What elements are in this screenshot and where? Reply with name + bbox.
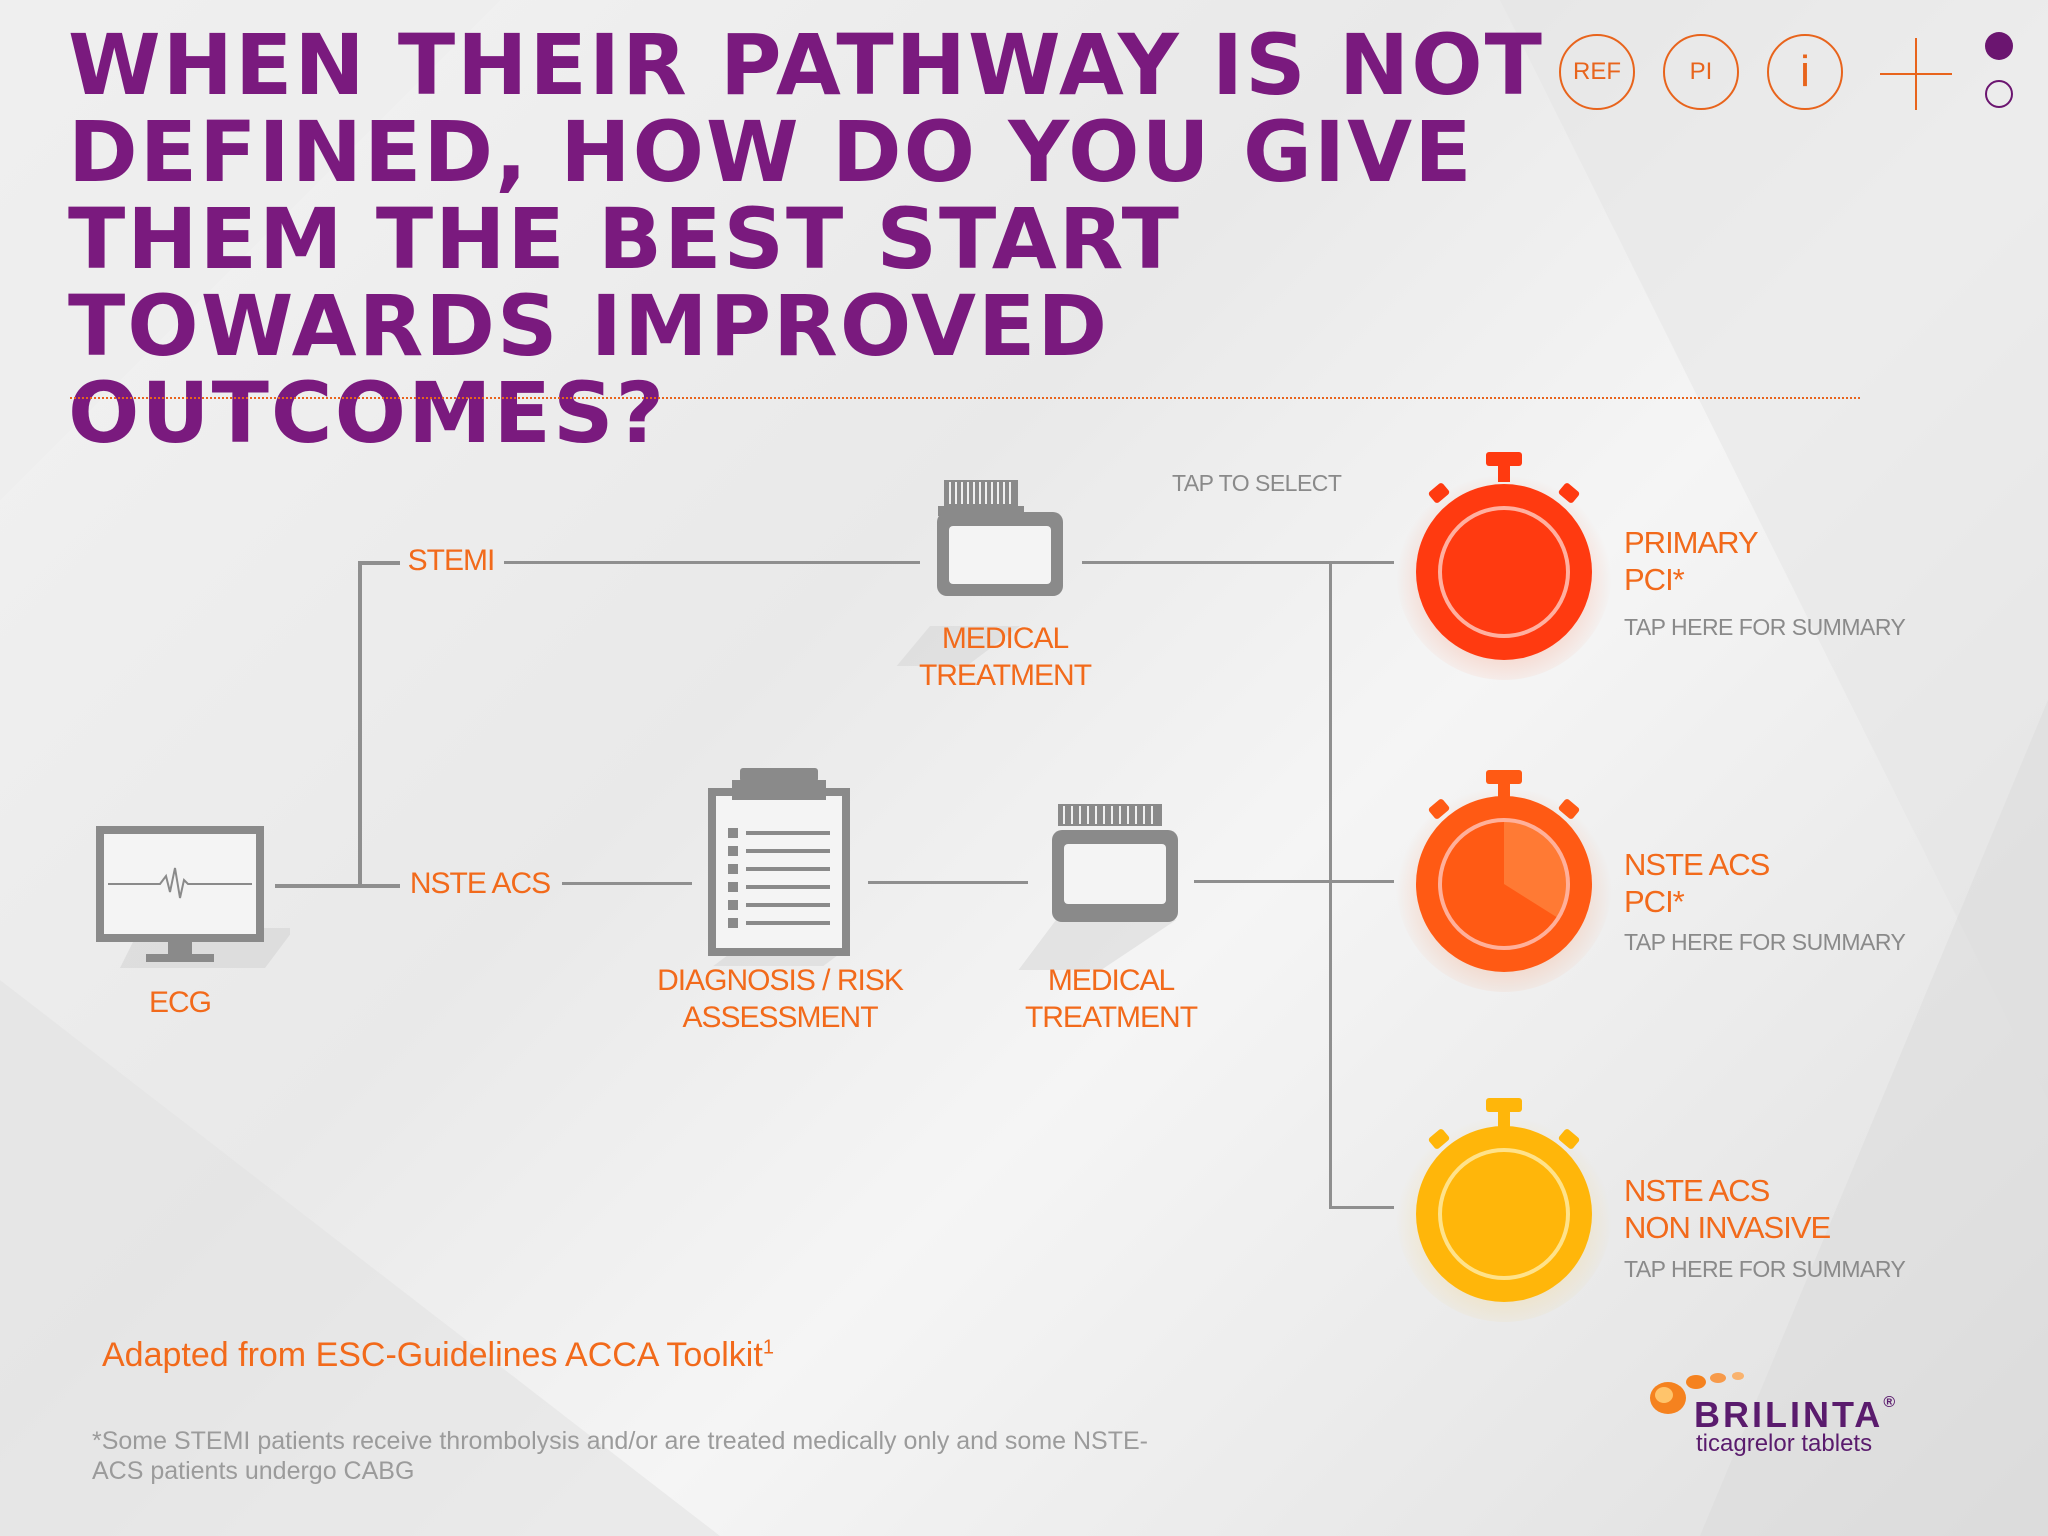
add-icon[interactable] [1880, 38, 1952, 110]
medical-treatment-bottom-label: MEDICAL TREATMENT [1006, 962, 1216, 1036]
pi-button[interactable]: PI [1663, 34, 1739, 110]
source-sup: 1 [762, 1336, 774, 1359]
page-dot-inactive[interactable] [1985, 80, 2013, 108]
connector-stemi-main [504, 561, 920, 564]
logo-registered-mark: ® [1883, 1394, 1896, 1411]
outcome-3-summary-link[interactable]: TAP HERE FOR SUMMARY [1624, 1256, 1906, 1282]
connector-nste-stub [358, 884, 400, 888]
connector-med-out [1194, 880, 1394, 883]
page-title: WHEN THEIR PATHWAY IS NOT DEFINED, HOW D… [68, 16, 1544, 462]
connector-branch [358, 561, 362, 887]
medicine-jar-body-icon [937, 512, 1063, 596]
outcome-2-line1: NSTE ACS [1624, 847, 1770, 882]
medical-treatment-bottom-line1: MEDICAL [1047, 964, 1175, 997]
source-text: Adapted from ESC-Guidelines ACCA Toolkit [102, 1336, 763, 1374]
medical-treatment-top-label: MEDICAL TREATMENT [900, 620, 1110, 694]
outcome-nste-pci-title[interactable]: NSTE ACS PCI* [1624, 846, 1770, 920]
stopwatch-nste-acs-non-invasive-icon[interactable] [1394, 1090, 1614, 1330]
outcome-1-summary-link[interactable]: TAP HERE FOR SUMMARY [1624, 614, 1906, 640]
logo-tagline: ticagrelor tablets [1696, 1430, 1873, 1457]
outcome-nste-non-invasive-title[interactable]: NSTE ACS NON INVASIVE [1624, 1172, 1831, 1246]
outcome-1-line2: PCI* [1624, 562, 1685, 597]
ecg-label: ECG [148, 986, 212, 1019]
medicine-jar-2-icon [1018, 804, 1178, 970]
stopwatch-nste-acs-pci-icon[interactable] [1394, 764, 1614, 1004]
connector-stemi-out [1082, 561, 1394, 564]
logo-swoosh-icon [1650, 1372, 1744, 1414]
monitor-icon [96, 826, 290, 968]
clipboard-icon [708, 768, 850, 966]
footnote: *Some STEMI patients receive thrombolysi… [92, 1427, 1149, 1485]
divider [70, 397, 1860, 399]
connector-outcome-3 [1329, 1206, 1394, 1209]
medical-treatment-top-line1: MEDICAL [941, 622, 1069, 655]
connector-outcomes-vertical [1329, 561, 1332, 1209]
stemi-label[interactable]: STEMI [407, 544, 496, 577]
logo-brand-text: BRILINTA [1694, 1394, 1884, 1435]
logo-brand-name: BRILINTA® [1694, 1394, 1895, 1436]
outcome-2-line2: PCI* [1624, 884, 1685, 919]
info-button[interactable]: i [1767, 34, 1843, 110]
tap-to-select-label: TAP TO SELECT [1172, 470, 1342, 496]
source-citation: Adapted from ESC-Guidelines ACCA Toolkit… [102, 1336, 774, 1375]
connector-nste-main [562, 882, 692, 885]
nste-acs-label[interactable]: NSTE ACS [409, 867, 551, 900]
outcome-1-line1: PRIMARY [1624, 525, 1759, 560]
diagnosis-label: DIAGNOSIS / RISK ASSESSMENT [640, 962, 920, 1036]
medicine-jar-icon [896, 480, 1024, 666]
page-dot-active[interactable] [1985, 32, 2013, 60]
medical-treatment-top-line2: TREATMENT [918, 659, 1092, 692]
brilinta-logo: BRILINTA® ticagrelor tablets [1640, 1368, 1970, 1458]
stopwatch-primary-pci-icon[interactable] [1394, 440, 1614, 680]
outcome-3-line1: NSTE ACS [1624, 1173, 1770, 1208]
medical-treatment-bottom-line2: TREATMENT [1024, 1001, 1198, 1034]
connector-diag-med [868, 881, 1028, 884]
outcome-3-line2: NON INVASIVE [1624, 1210, 1831, 1245]
diagnosis-line2: ASSESSMENT [682, 1001, 878, 1034]
connector-stemi-stub [358, 561, 400, 565]
outcome-2-summary-link[interactable]: TAP HERE FOR SUMMARY [1624, 929, 1906, 955]
connector-ecg [275, 884, 360, 888]
ref-button[interactable]: REF [1559, 34, 1635, 110]
diagnosis-line1: DIAGNOSIS / RISK [657, 964, 904, 997]
outcome-primary-pci-title[interactable]: PRIMARY PCI* [1624, 524, 1759, 598]
